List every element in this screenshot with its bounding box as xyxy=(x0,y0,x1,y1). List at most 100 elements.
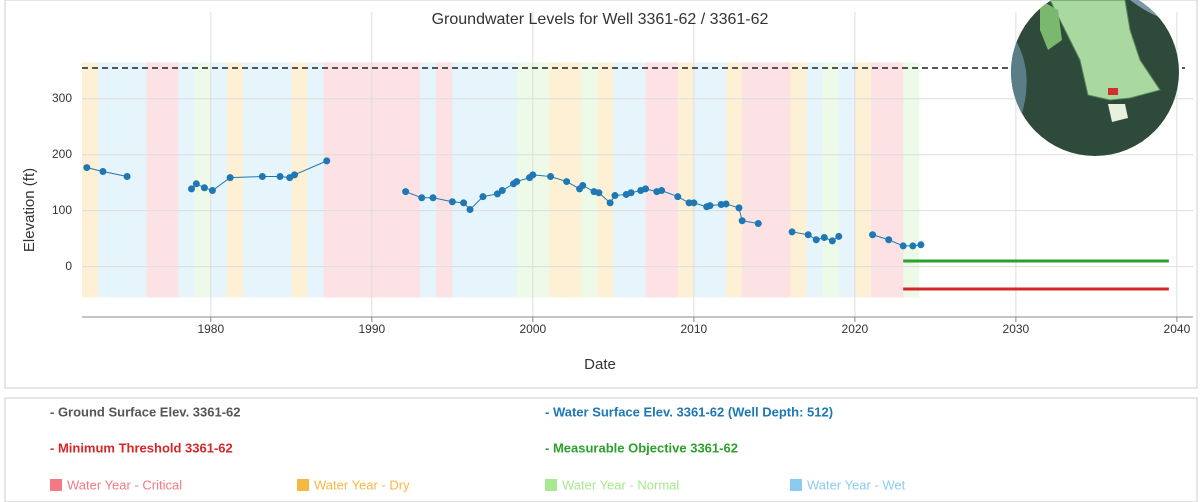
data-point xyxy=(258,173,266,181)
water-year-band xyxy=(194,62,211,298)
legend-swatch xyxy=(297,479,309,491)
water-year-band xyxy=(726,62,743,298)
water-year-band xyxy=(162,62,179,298)
water-year-band xyxy=(565,62,582,298)
water-year-band xyxy=(339,62,356,298)
data-point xyxy=(498,187,506,195)
data-point xyxy=(658,187,666,195)
data-point xyxy=(804,231,812,239)
water-year-band xyxy=(661,62,678,298)
legend-swatch xyxy=(790,479,802,491)
water-year-band xyxy=(307,62,324,298)
data-point xyxy=(529,171,537,179)
y-tick-label: 100 xyxy=(52,203,72,217)
data-point xyxy=(83,164,91,172)
data-point xyxy=(606,199,614,207)
x-tick-label: 2000 xyxy=(519,322,546,336)
data-point xyxy=(917,241,925,249)
x-axis-label: Date xyxy=(584,356,616,373)
water-year-band xyxy=(758,62,775,298)
data-point xyxy=(909,242,917,250)
water-year-band xyxy=(693,62,710,298)
data-point xyxy=(627,189,635,197)
water-year-band xyxy=(532,62,549,298)
data-point xyxy=(466,206,474,214)
data-point xyxy=(869,231,877,239)
legend-entry: Water Year - Normal xyxy=(562,477,679,492)
data-point xyxy=(611,192,619,200)
water-year-band xyxy=(275,62,292,298)
water-year-band xyxy=(548,62,566,298)
water-year-band xyxy=(645,62,662,298)
data-point xyxy=(402,188,410,196)
data-point xyxy=(595,189,603,197)
data-point xyxy=(722,200,730,208)
data-point xyxy=(674,193,682,201)
data-point xyxy=(200,184,208,192)
water-year-band xyxy=(870,62,888,298)
data-point xyxy=(812,236,820,244)
water-year-bands xyxy=(82,62,920,298)
data-point xyxy=(418,194,426,202)
data-point xyxy=(828,237,836,245)
data-point xyxy=(642,185,650,193)
legend-entry: - Water Surface Elev. 3361-62 (Well Dept… xyxy=(545,404,833,419)
chart-title: Groundwater Levels for Well 3361-62 / 33… xyxy=(432,11,769,28)
legend-box xyxy=(4,397,1198,502)
data-point xyxy=(429,194,437,202)
water-year-band xyxy=(178,62,195,298)
data-point xyxy=(788,228,796,236)
grid xyxy=(82,12,1193,322)
data-point xyxy=(448,198,456,206)
water-year-band xyxy=(774,62,791,298)
legend-entry: Water Year - Dry xyxy=(314,477,410,492)
water-year-band xyxy=(452,62,469,298)
water-year-band xyxy=(903,62,920,298)
water-year-band xyxy=(838,62,855,298)
legend-entry: Water Year - Critical xyxy=(67,477,182,492)
water-year-band xyxy=(420,62,437,298)
data-point xyxy=(738,217,746,225)
water-year-band xyxy=(371,62,388,298)
water-year-band xyxy=(146,62,163,298)
water-year-band xyxy=(98,62,115,298)
x-tick-label: 2010 xyxy=(681,322,708,336)
data-point xyxy=(99,167,107,175)
water-year-band xyxy=(468,62,485,298)
legend-swatch xyxy=(545,479,557,491)
y-tick-label: 0 xyxy=(65,259,72,273)
data-point xyxy=(276,173,284,181)
legend-swatch xyxy=(50,479,62,491)
water-year-band xyxy=(484,62,501,298)
water-year-band xyxy=(259,62,276,298)
water-year-band xyxy=(404,62,421,298)
y-tick-label: 200 xyxy=(52,147,72,161)
data-point xyxy=(208,187,216,195)
y-axis-label: Elevation (ft) xyxy=(21,168,38,252)
legend-entry: - Minimum Threshold 3361-62 xyxy=(50,440,233,455)
water-year-band xyxy=(854,62,871,298)
x-tick-label: 1990 xyxy=(358,322,385,336)
data-point xyxy=(479,193,487,201)
data-point xyxy=(563,178,571,186)
data-point xyxy=(690,199,698,207)
water-year-band xyxy=(387,62,405,298)
data-point xyxy=(226,174,234,182)
water-year-band xyxy=(210,62,227,298)
water-year-band xyxy=(677,62,694,298)
water-year-band xyxy=(742,62,759,298)
water-year-band xyxy=(516,62,533,298)
water-year-band xyxy=(243,62,260,298)
water-year-band xyxy=(226,62,244,298)
water-year-band xyxy=(291,62,308,298)
legend: - Ground Surface Elev. 3361-62 - Water Su… xyxy=(50,404,906,492)
data-point xyxy=(706,202,714,210)
legend-entry: - Ground Surface Elev. 3361-62 xyxy=(50,404,241,419)
data-point xyxy=(547,173,555,181)
water-year-band xyxy=(887,62,904,298)
data-point xyxy=(820,234,828,242)
water-year-band xyxy=(709,62,727,298)
data-point xyxy=(735,204,743,212)
data-point xyxy=(835,232,843,240)
